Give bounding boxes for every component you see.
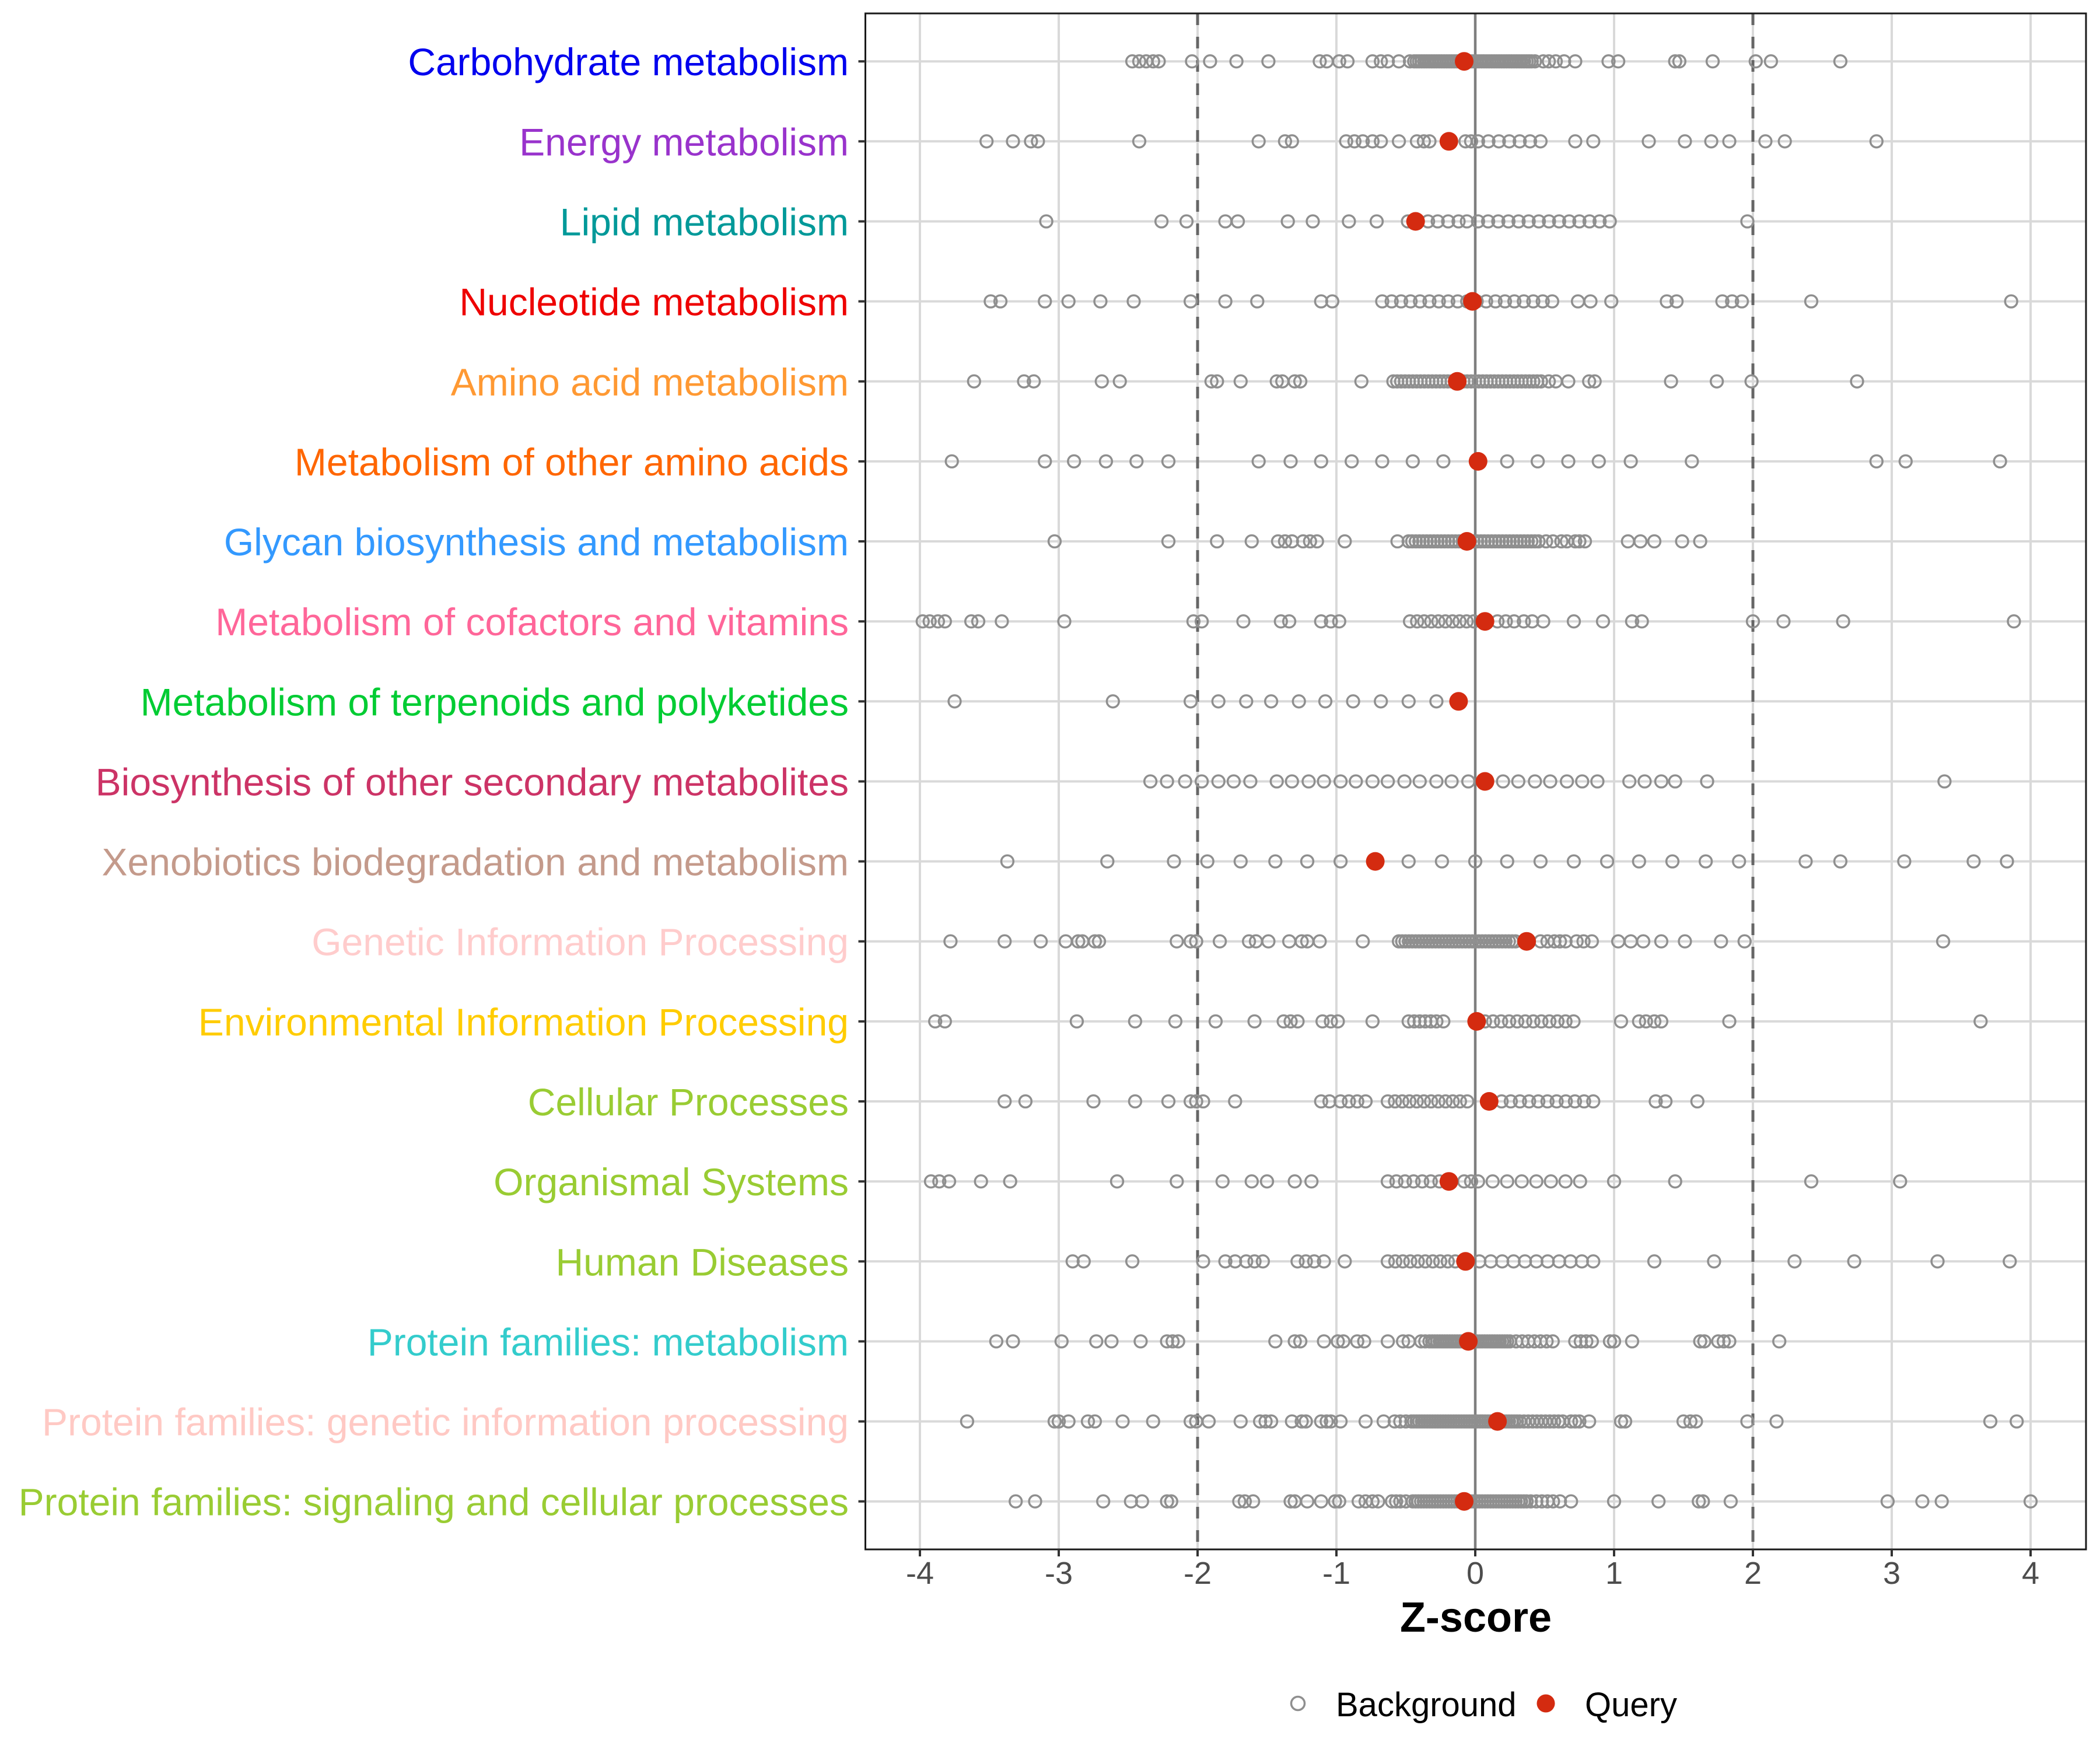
- svg-text:Glycan biosynthesis and metabo: Glycan biosynthesis and metabolism: [224, 520, 849, 564]
- svg-text:1: 1: [1605, 1556, 1623, 1591]
- svg-text:-2: -2: [1184, 1556, 1212, 1591]
- svg-text:Metabolism of terpenoids and p: Metabolism of terpenoids and polyketides: [141, 680, 849, 723]
- svg-text:Environmental Information Proc: Environmental Information Processing: [198, 1000, 849, 1044]
- svg-text:Protein families: metabolism: Protein families: metabolism: [368, 1320, 849, 1363]
- svg-text:Metabolism of cofactors and vi: Metabolism of cofactors and vitamins: [215, 600, 849, 643]
- svg-text:2: 2: [1744, 1556, 1762, 1591]
- svg-text:Nucleotide metabolism: Nucleotide metabolism: [459, 281, 849, 324]
- svg-text:Xenobiotics biodegradation and: Xenobiotics biodegradation and metabolis…: [102, 841, 849, 884]
- svg-text:Human Diseases: Human Diseases: [555, 1240, 849, 1283]
- svg-text:Protein families: genetic info: Protein families: genetic information pr…: [42, 1401, 849, 1444]
- svg-text:Lipid metabolism: Lipid metabolism: [560, 201, 849, 244]
- svg-text:Organismal Systems: Organismal Systems: [494, 1160, 849, 1203]
- svg-text:Biosynthesis of other secondar: Biosynthesis of other secondary metaboli…: [96, 761, 849, 804]
- svg-text:Background: Background: [1336, 1686, 1517, 1724]
- svg-text:-1: -1: [1322, 1556, 1350, 1591]
- svg-text:Energy metabolism: Energy metabolism: [519, 120, 849, 163]
- svg-text:4: 4: [2022, 1556, 2039, 1591]
- svg-text:-4: -4: [906, 1556, 934, 1591]
- svg-text:Cellular Processes: Cellular Processes: [528, 1080, 849, 1124]
- svg-text:Protein families: signaling an: Protein families: signaling and cellular…: [19, 1481, 849, 1524]
- svg-text:Z-score: Z-score: [1400, 1594, 1552, 1641]
- svg-text:0: 0: [1466, 1556, 1484, 1591]
- svg-text:-3: -3: [1045, 1556, 1073, 1591]
- svg-text:3: 3: [1883, 1556, 1901, 1591]
- svg-text:Carbohydrate metabolism: Carbohydrate metabolism: [408, 40, 849, 83]
- svg-text:Genetic Information Processing: Genetic Information Processing: [312, 921, 849, 964]
- svg-text:Amino acid metabolism: Amino acid metabolism: [451, 361, 849, 404]
- svg-text:Query: Query: [1585, 1686, 1677, 1724]
- svg-text:Metabolism of other amino acid: Metabolism of other amino acids: [295, 440, 849, 484]
